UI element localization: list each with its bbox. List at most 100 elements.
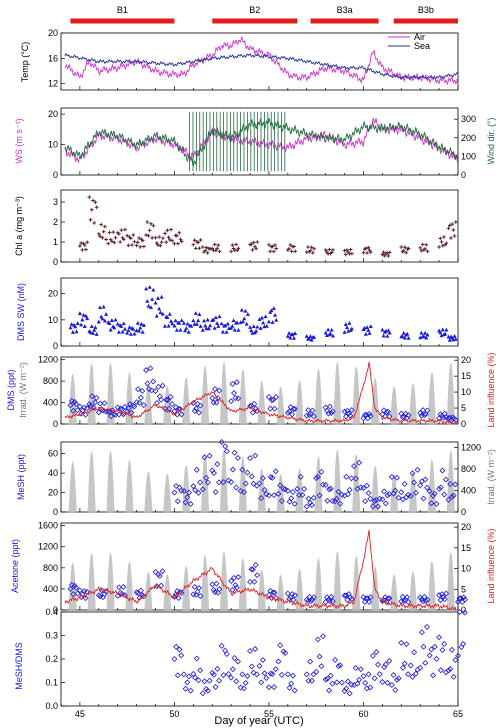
chl-a-point: [170, 238, 175, 243]
mesh-point: [305, 495, 312, 502]
chl-a-point: [450, 222, 454, 226]
mesh-dms-ratio-point: [452, 657, 459, 663]
irradiance-cycle: [446, 552, 455, 611]
chl-a-point: [157, 235, 161, 239]
dms-sw-point: [285, 334, 290, 338]
mesh-point: [214, 461, 221, 468]
chl-a-point: [454, 220, 458, 224]
chl-a-point: [177, 230, 182, 235]
mesh-point: [271, 492, 278, 499]
irradiance-cycle: [352, 366, 361, 425]
dms-point: [178, 411, 185, 418]
mesh-point: [258, 495, 265, 502]
acetone-point: [232, 582, 239, 588]
dms-point: [135, 386, 142, 393]
dms-point: [326, 403, 333, 410]
x-tick-label: 65: [453, 709, 463, 719]
chl-a-point: [425, 249, 430, 254]
acetone-point: [82, 595, 89, 602]
mesh-point: [231, 449, 238, 456]
legend: Air Sea: [388, 32, 430, 51]
mesh-point: [433, 500, 440, 507]
acetone-point: [247, 578, 254, 585]
dms-sw-point: [183, 328, 188, 333]
chl-a-point: [129, 236, 133, 241]
mesh-point: [237, 487, 244, 494]
y-label-ws: WS (m s⁻¹): [14, 118, 24, 163]
chl-a-point: [438, 236, 443, 241]
dms-sw-point: [443, 331, 448, 336]
mesh-dms-ratio-point: [234, 658, 241, 665]
dms-sw-point: [160, 311, 165, 316]
chl-a-point: [253, 244, 257, 249]
irradiance-cycle: [238, 457, 247, 513]
dms-sw-point: [215, 321, 220, 325]
chl-a-point: [106, 241, 111, 246]
acetone-point: [290, 597, 297, 603]
dms-sw-point: [368, 324, 373, 329]
irradiance-cycle: [276, 574, 285, 611]
dms-sw-point: [225, 321, 230, 326]
mesh-dms-ratio-point: [256, 662, 263, 669]
mesh-point: [263, 491, 270, 498]
legend-air-label: Air: [414, 32, 425, 42]
acetone-point: [443, 590, 450, 597]
mesh-point: [297, 473, 304, 480]
dms-point: [144, 380, 151, 387]
irradiance-cycle: [219, 361, 229, 425]
chl-a-point: [214, 248, 218, 253]
irradiance-cycle: [408, 471, 418, 513]
chl-a-point: [107, 230, 112, 235]
dms-sw-point: [304, 334, 309, 338]
y-tick-label: 0: [53, 507, 58, 517]
chl-a-point: [439, 240, 444, 244]
acetone-point: [197, 593, 204, 600]
dms-point: [216, 387, 223, 394]
chl-a-point: [147, 228, 152, 233]
chl-a-point: [380, 252, 385, 257]
irradiance-cycle: [352, 555, 361, 611]
acetone-point: [252, 562, 259, 568]
dms-sw-point: [347, 320, 352, 325]
mesh-dms-ratio-point: [199, 690, 206, 697]
dms-sw-point: [329, 327, 334, 332]
chl-a-point: [98, 234, 102, 238]
mesh-dms-ratio-point: [400, 664, 406, 671]
chl-a-point: [131, 233, 136, 237]
mesh-dms-ratio-point: [455, 652, 461, 659]
dms-point: [309, 407, 316, 414]
mesh-dms-ratio-point: [352, 665, 359, 671]
dms-sw-point: [323, 330, 328, 335]
dms-sw-point: [242, 316, 247, 321]
chl-a-point: [137, 236, 141, 240]
mesh-dms-ratio-point: [346, 690, 353, 697]
chl-a-point: [176, 241, 180, 246]
chl-a-point: [198, 238, 203, 242]
chl-a-point: [272, 249, 276, 254]
dms-point: [145, 385, 152, 392]
mesh-dms-ratio-point: [192, 674, 199, 681]
dms-point: [361, 412, 368, 419]
dms-point: [209, 395, 216, 402]
mesh-dms-ratio-point: [222, 647, 229, 654]
mesh-point: [400, 496, 406, 503]
chl-a-point: [112, 240, 117, 245]
chl-a-point: [126, 243, 131, 248]
acetone-point: [401, 598, 408, 604]
y-tick-label: 0.0: [45, 701, 58, 711]
chl-a-point: [424, 243, 429, 247]
mesh-point: [398, 489, 405, 496]
y-tick-label: 800: [43, 563, 58, 573]
dms-sw-point: [69, 322, 74, 326]
acetone-point: [363, 595, 370, 602]
dms-sw-point: [308, 334, 313, 338]
dms-sw-point: [92, 327, 97, 332]
dms-sw-point: [213, 315, 218, 320]
acetone-point: [209, 581, 216, 588]
mesh-dms-ratio-point: [343, 685, 350, 692]
acetone-point: [156, 573, 163, 579]
acetone-point: [289, 591, 296, 598]
mesh-dms-ratio-point: [278, 671, 285, 678]
chl-a-point: [200, 245, 205, 249]
